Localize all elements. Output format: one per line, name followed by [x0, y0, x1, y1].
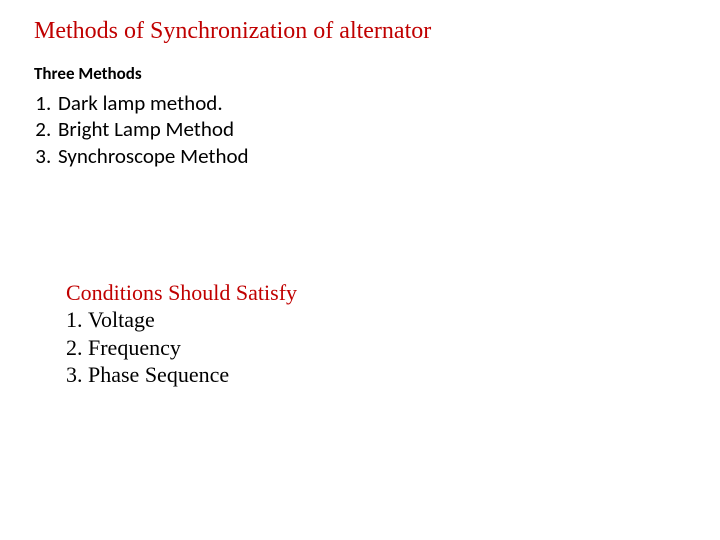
conditions-list: Voltage Frequency Phase Sequence — [66, 306, 686, 389]
list-item: Frequency — [66, 334, 686, 362]
list-item: Bright Lamp Method — [56, 116, 686, 142]
list-item: Dark lamp method. — [56, 90, 686, 116]
conditions-block: Conditions Should Satisfy Voltage Freque… — [66, 279, 686, 389]
list-item: Voltage — [66, 306, 686, 334]
slide: Methods of Synchronization of alternator… — [0, 0, 720, 540]
methods-subhead: Three Methods — [34, 63, 686, 84]
methods-list: Dark lamp method. Bright Lamp Method Syn… — [34, 90, 686, 169]
list-item: Synchroscope Method — [56, 143, 686, 169]
conditions-heading: Conditions Should Satisfy — [66, 279, 686, 307]
slide-title: Methods of Synchronization of alternator — [34, 18, 686, 45]
list-item: Phase Sequence — [66, 361, 686, 389]
